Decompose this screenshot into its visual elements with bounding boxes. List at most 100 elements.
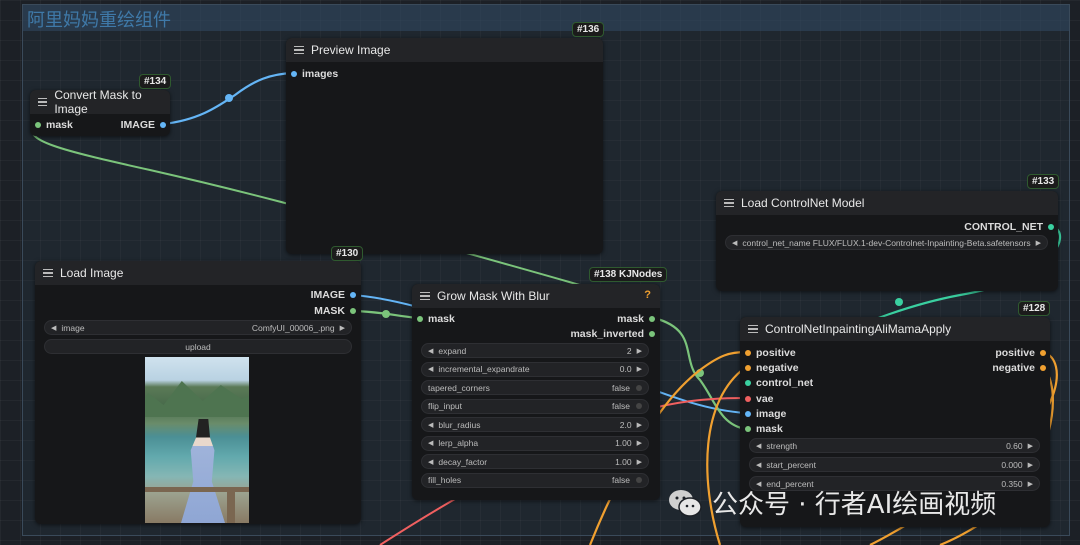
menu-icon[interactable] bbox=[294, 44, 304, 57]
arrow-left-icon[interactable]: ◀ bbox=[756, 461, 762, 469]
mask-dot-icon[interactable] bbox=[417, 316, 423, 322]
number-widget-decay-factor[interactable]: ◀ decay_factor 1.00 ▶ bbox=[421, 454, 649, 469]
arrow-right-icon[interactable]: ▶ bbox=[636, 440, 642, 447]
image-dot-icon[interactable] bbox=[745, 411, 751, 417]
combo-control-net-name[interactable]: ◀ control_net_name FLUX/FLUX.1-dev-Contr… bbox=[725, 235, 1048, 250]
input-slot-mask[interactable]: mask bbox=[745, 423, 783, 435]
group-header[interactable]: 阿里妈妈重绘组件 bbox=[23, 5, 1069, 31]
slot-label: mask_inverted bbox=[570, 328, 644, 340]
output-slot-control-net[interactable]: CONTROL_NET bbox=[964, 221, 1054, 233]
node-title-bar[interactable]: Load Image bbox=[35, 261, 361, 285]
node-convert-mask-to-image[interactable]: Convert Mask to Image mask IMAGE bbox=[30, 88, 170, 136]
combo-image[interactable]: ◀ image ComfyUI_00006_.png ▶ bbox=[44, 320, 352, 335]
conditioning-dot-icon[interactable] bbox=[1040, 350, 1046, 356]
arrow-right-icon[interactable]: ▶ bbox=[636, 366, 642, 373]
menu-icon[interactable] bbox=[748, 323, 758, 336]
node-title-bar[interactable]: Preview Image bbox=[286, 38, 603, 62]
image-dot-icon[interactable] bbox=[160, 122, 166, 128]
upload-button[interactable]: upload bbox=[44, 339, 352, 354]
output-slot-image[interactable]: IMAGE bbox=[311, 289, 356, 301]
output-slot-image[interactable]: IMAGE bbox=[121, 119, 166, 131]
node-title-bar[interactable]: Convert Mask to Image bbox=[30, 88, 170, 116]
input-slot-mask[interactable]: mask bbox=[417, 313, 455, 325]
image-dot-icon[interactable] bbox=[350, 292, 356, 298]
widget-label: strength bbox=[766, 440, 798, 451]
arrow-left-icon[interactable]: ◀ bbox=[756, 442, 762, 450]
node-title-bar[interactable]: ControlNetInpaintingAliMamaApply bbox=[740, 317, 1050, 341]
node-load-image[interactable]: Load Image IMAGE MASK ◀ image ComfyUI_00… bbox=[35, 261, 361, 524]
output-slot-mask[interactable]: MASK bbox=[314, 305, 356, 317]
node-id-badge: #138 KJNodes bbox=[589, 267, 668, 282]
arrow-left-icon[interactable]: ◀ bbox=[732, 239, 738, 247]
arrow-right-icon[interactable]: ▶ bbox=[636, 458, 642, 466]
arrow-right-icon[interactable]: ▶ bbox=[1027, 442, 1033, 450]
toggle-off-icon[interactable] bbox=[636, 403, 642, 409]
arrow-left-icon[interactable]: ◀ bbox=[756, 480, 762, 488]
input-slot-vae[interactable]: vae bbox=[745, 393, 774, 405]
controlnet-dot-icon[interactable] bbox=[1048, 224, 1054, 230]
toggle-off-icon[interactable] bbox=[636, 384, 642, 391]
arrow-left-icon[interactable]: ◀ bbox=[51, 324, 57, 332]
conditioning-dot-icon[interactable] bbox=[745, 365, 751, 371]
help-icon[interactable]: ? bbox=[644, 289, 651, 301]
node-title: Preview Image bbox=[311, 43, 391, 57]
widget-label: tapered_corners bbox=[428, 382, 490, 393]
widget-value: 0.0 bbox=[619, 364, 632, 374]
mask-dot-icon[interactable] bbox=[649, 331, 655, 337]
node-grow-mask-with-blur[interactable]: Grow Mask With Blur ? mask mask mask_inv… bbox=[412, 284, 660, 500]
arrow-right-icon[interactable]: ▶ bbox=[1027, 480, 1033, 488]
arrow-left-icon[interactable]: ◀ bbox=[428, 421, 434, 429]
toggle-widget-fill-holes[interactable]: fill_holes false bbox=[421, 472, 649, 488]
input-slot-images[interactable]: images bbox=[291, 68, 338, 80]
vae-dot-icon[interactable] bbox=[745, 396, 751, 402]
arrow-right-icon[interactable]: ▶ bbox=[636, 347, 642, 355]
node-title-bar[interactable]: Load ControlNet Model bbox=[716, 191, 1058, 215]
node-title-bar[interactable]: Grow Mask With Blur ? bbox=[412, 284, 660, 308]
arrow-right-icon[interactable]: ▶ bbox=[1027, 461, 1033, 469]
number-widget-incremental-expandrate[interactable]: ◀ incremental_expandrate 0.0 ▶ bbox=[421, 361, 649, 377]
number-widget-start-percent[interactable]: ◀ start_percent 0.000 ▶ bbox=[749, 457, 1040, 472]
toggle-off-icon[interactable] bbox=[636, 477, 642, 483]
arrow-right-icon[interactable]: ▶ bbox=[339, 324, 345, 332]
conditioning-dot-icon[interactable] bbox=[745, 350, 751, 356]
input-slot-mask[interactable]: mask bbox=[35, 119, 73, 131]
arrow-left-icon[interactable]: ◀ bbox=[428, 366, 434, 373]
conditioning-dot-icon[interactable] bbox=[1040, 365, 1046, 371]
node-controlnet-inpainting-alimama-apply[interactable]: ControlNetInpaintingAliMamaApply positiv… bbox=[740, 317, 1050, 527]
menu-icon[interactable] bbox=[420, 290, 430, 303]
input-slot-negative[interactable]: negative bbox=[745, 362, 799, 374]
mask-dot-icon[interactable] bbox=[350, 308, 356, 314]
arrow-left-icon[interactable]: ◀ bbox=[428, 347, 434, 355]
input-slot-image[interactable]: image bbox=[745, 408, 786, 420]
slot-label: IMAGE bbox=[120, 119, 155, 131]
mask-dot-icon[interactable] bbox=[745, 426, 751, 432]
widget-value: 1.00 bbox=[615, 438, 632, 448]
number-widget-lerp-alpha[interactable]: ◀ lerp_alpha 1.00 ▶ bbox=[421, 435, 649, 451]
number-widget-end-percent[interactable]: ◀ end_percent 0.350 ▶ bbox=[749, 476, 1040, 491]
arrow-right-icon[interactable]: ▶ bbox=[1035, 239, 1041, 247]
arrow-left-icon[interactable]: ◀ bbox=[428, 458, 434, 466]
toggle-widget-tapered-corners[interactable]: tapered_corners false bbox=[421, 380, 649, 395]
controlnet-dot-icon[interactable] bbox=[745, 380, 751, 386]
image-dot-icon[interactable] bbox=[291, 71, 297, 77]
toggle-widget-flip-input[interactable]: flip_input false bbox=[421, 398, 649, 414]
output-slot-negative[interactable]: negative bbox=[992, 362, 1046, 374]
number-widget-blur-radius[interactable]: ◀ blur_radius 2.0 ▶ bbox=[421, 417, 649, 432]
mask-dot-icon[interactable] bbox=[35, 122, 41, 128]
menu-icon[interactable] bbox=[43, 267, 53, 280]
output-slot-positive[interactable]: positive bbox=[995, 347, 1046, 359]
input-slot-control-net[interactable]: control_net bbox=[745, 377, 813, 389]
arrow-right-icon[interactable]: ▶ bbox=[636, 421, 642, 429]
mask-dot-icon[interactable] bbox=[649, 316, 655, 322]
menu-icon[interactable] bbox=[724, 197, 734, 210]
number-widget-expand[interactable]: ◀ expand 2 ▶ bbox=[421, 343, 649, 358]
slot-label: mask bbox=[428, 313, 455, 325]
menu-icon[interactable] bbox=[38, 96, 48, 109]
number-widget-strength[interactable]: ◀ strength 0.60 ▶ bbox=[749, 438, 1040, 453]
output-slot-mask[interactable]: mask bbox=[617, 313, 655, 325]
arrow-left-icon[interactable]: ◀ bbox=[428, 440, 434, 447]
node-load-controlnet-model[interactable]: Load ControlNet Model CONTROL_NET ◀ cont… bbox=[716, 191, 1058, 291]
node-preview-image[interactable]: Preview Image images bbox=[286, 38, 603, 254]
output-slot-mask-inverted[interactable]: mask_inverted bbox=[570, 328, 655, 340]
input-slot-positive[interactable]: positive bbox=[745, 347, 796, 359]
